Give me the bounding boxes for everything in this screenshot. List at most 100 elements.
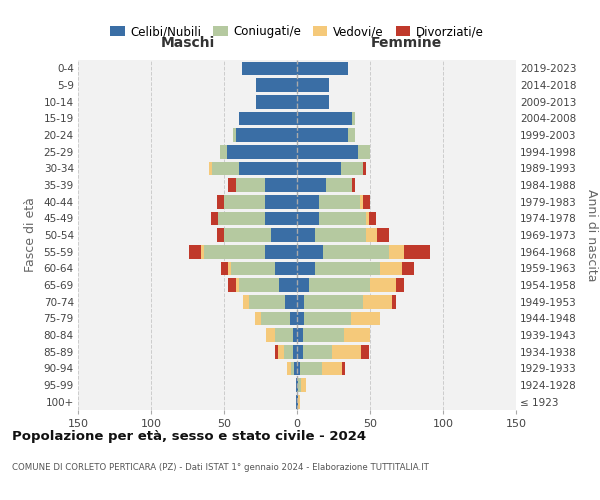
Bar	[293, 328, 297, 342]
Bar	[297, 228, 314, 242]
Bar	[314, 262, 380, 275]
Bar	[297, 395, 298, 408]
Bar	[296, 378, 297, 392]
Bar	[298, 378, 301, 392]
Bar	[342, 362, 345, 375]
Bar	[297, 262, 314, 275]
Bar	[308, 278, 370, 292]
Bar	[260, 312, 290, 325]
Bar	[265, 245, 297, 258]
Bar	[297, 278, 308, 292]
Bar	[291, 362, 294, 375]
Bar	[368, 212, 376, 225]
Bar	[297, 78, 329, 92]
Bar	[326, 178, 352, 192]
Bar	[265, 212, 297, 225]
Bar	[227, 145, 297, 158]
Bar	[236, 178, 265, 192]
Bar	[297, 328, 303, 342]
Bar	[229, 262, 232, 275]
Bar	[211, 212, 218, 225]
Y-axis label: Fasce di età: Fasce di età	[23, 198, 37, 272]
Bar	[361, 345, 368, 358]
Bar	[377, 228, 389, 242]
Bar	[293, 345, 297, 358]
Bar	[297, 112, 352, 125]
Bar	[249, 295, 286, 308]
Bar	[323, 245, 389, 258]
Bar	[280, 278, 297, 292]
Y-axis label: Anni di nascita: Anni di nascita	[585, 188, 598, 281]
Bar	[365, 228, 377, 242]
Bar	[233, 128, 236, 142]
Bar	[243, 295, 249, 308]
Bar	[297, 245, 323, 258]
Bar	[265, 178, 297, 192]
Bar	[297, 95, 329, 108]
Text: Popolazione per età, sesso e stato civile - 2024: Popolazione per età, sesso e stato civil…	[12, 430, 366, 443]
Bar	[297, 162, 341, 175]
Text: COMUNE DI CORLETO PERTICARA (PZ) - Dati ISTAT 1° gennaio 2024 - Elaborazione TUT: COMUNE DI CORLETO PERTICARA (PZ) - Dati …	[12, 463, 429, 472]
Bar	[242, 62, 297, 75]
Bar	[224, 228, 271, 242]
Bar	[301, 378, 306, 392]
Bar	[300, 362, 322, 375]
Bar	[389, 245, 404, 258]
Bar	[209, 162, 212, 175]
Bar	[297, 195, 319, 208]
Text: Femmine: Femmine	[371, 36, 442, 50]
Bar	[286, 295, 297, 308]
Bar	[275, 345, 278, 358]
Bar	[297, 145, 358, 158]
Bar	[297, 62, 348, 75]
Bar	[265, 195, 297, 208]
Bar	[352, 178, 355, 192]
Bar	[304, 312, 351, 325]
Bar	[322, 362, 342, 375]
Bar	[297, 212, 319, 225]
Bar	[370, 278, 396, 292]
Bar	[303, 345, 332, 358]
Bar	[200, 245, 203, 258]
Bar	[392, 295, 396, 308]
Bar	[275, 262, 297, 275]
Bar	[314, 228, 365, 242]
Bar	[319, 212, 365, 225]
Bar	[351, 312, 380, 325]
Bar	[341, 162, 363, 175]
Bar	[319, 195, 360, 208]
Bar	[297, 312, 304, 325]
Bar	[294, 362, 297, 375]
Bar	[239, 278, 280, 292]
Bar	[360, 195, 363, 208]
Bar	[303, 328, 344, 342]
Bar	[218, 212, 265, 225]
Bar	[365, 212, 368, 225]
Bar	[217, 195, 224, 208]
Bar	[290, 312, 297, 325]
Bar	[236, 278, 239, 292]
Bar	[217, 228, 224, 242]
Legend: Celibi/Nubili, Coniugati/e, Vedovi/e, Divorziati/e: Celibi/Nubili, Coniugati/e, Vedovi/e, Di…	[106, 20, 488, 43]
Bar	[287, 362, 291, 375]
Bar	[189, 245, 200, 258]
Bar	[203, 245, 265, 258]
Bar	[278, 345, 284, 358]
Bar	[221, 262, 229, 275]
Bar	[224, 195, 265, 208]
Bar	[297, 295, 304, 308]
Bar	[297, 378, 298, 392]
Bar	[304, 295, 363, 308]
Bar	[229, 178, 236, 192]
Bar	[363, 295, 392, 308]
Bar	[332, 345, 361, 358]
Bar	[363, 195, 370, 208]
Bar	[396, 278, 404, 292]
Bar	[212, 162, 239, 175]
Bar	[297, 362, 300, 375]
Bar	[256, 78, 297, 92]
Bar	[297, 128, 348, 142]
Bar	[296, 395, 297, 408]
Bar	[232, 262, 275, 275]
Bar	[275, 328, 293, 342]
